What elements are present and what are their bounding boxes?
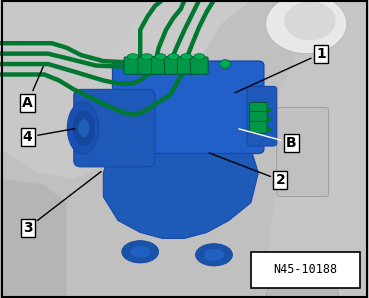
Ellipse shape	[181, 54, 192, 60]
Ellipse shape	[204, 249, 224, 261]
Text: N45-10188: N45-10188	[273, 263, 337, 276]
Ellipse shape	[266, 0, 347, 54]
Ellipse shape	[122, 241, 159, 263]
Polygon shape	[103, 149, 258, 238]
Text: A: A	[22, 67, 43, 110]
Ellipse shape	[284, 1, 336, 40]
Ellipse shape	[141, 54, 152, 60]
Polygon shape	[266, 268, 339, 298]
FancyBboxPatch shape	[249, 121, 267, 133]
Text: B: B	[239, 129, 297, 150]
FancyBboxPatch shape	[190, 57, 208, 74]
FancyBboxPatch shape	[165, 57, 182, 74]
Text: 3: 3	[23, 172, 101, 235]
FancyBboxPatch shape	[247, 86, 277, 146]
Ellipse shape	[168, 54, 179, 60]
Polygon shape	[266, 0, 369, 298]
Ellipse shape	[175, 60, 186, 69]
Polygon shape	[111, 0, 251, 54]
FancyBboxPatch shape	[138, 57, 156, 74]
Polygon shape	[0, 0, 166, 179]
Ellipse shape	[220, 60, 231, 69]
FancyBboxPatch shape	[152, 57, 169, 74]
Ellipse shape	[197, 60, 208, 69]
Ellipse shape	[131, 60, 142, 69]
FancyBboxPatch shape	[113, 61, 264, 153]
FancyBboxPatch shape	[74, 89, 155, 167]
FancyBboxPatch shape	[177, 57, 195, 74]
Ellipse shape	[67, 102, 99, 154]
Ellipse shape	[194, 54, 205, 60]
Ellipse shape	[127, 54, 138, 60]
FancyBboxPatch shape	[249, 111, 267, 123]
FancyBboxPatch shape	[277, 107, 328, 197]
FancyBboxPatch shape	[124, 57, 142, 74]
Text: 4: 4	[23, 129, 75, 144]
Bar	[251, 252, 360, 288]
Text: 2: 2	[209, 153, 285, 187]
Text: 1: 1	[235, 47, 326, 93]
Ellipse shape	[155, 54, 166, 60]
FancyBboxPatch shape	[249, 103, 267, 114]
Ellipse shape	[130, 246, 151, 258]
Ellipse shape	[153, 60, 164, 69]
Polygon shape	[0, 179, 66, 298]
Ellipse shape	[78, 119, 89, 137]
Ellipse shape	[73, 111, 94, 145]
Ellipse shape	[196, 244, 232, 266]
